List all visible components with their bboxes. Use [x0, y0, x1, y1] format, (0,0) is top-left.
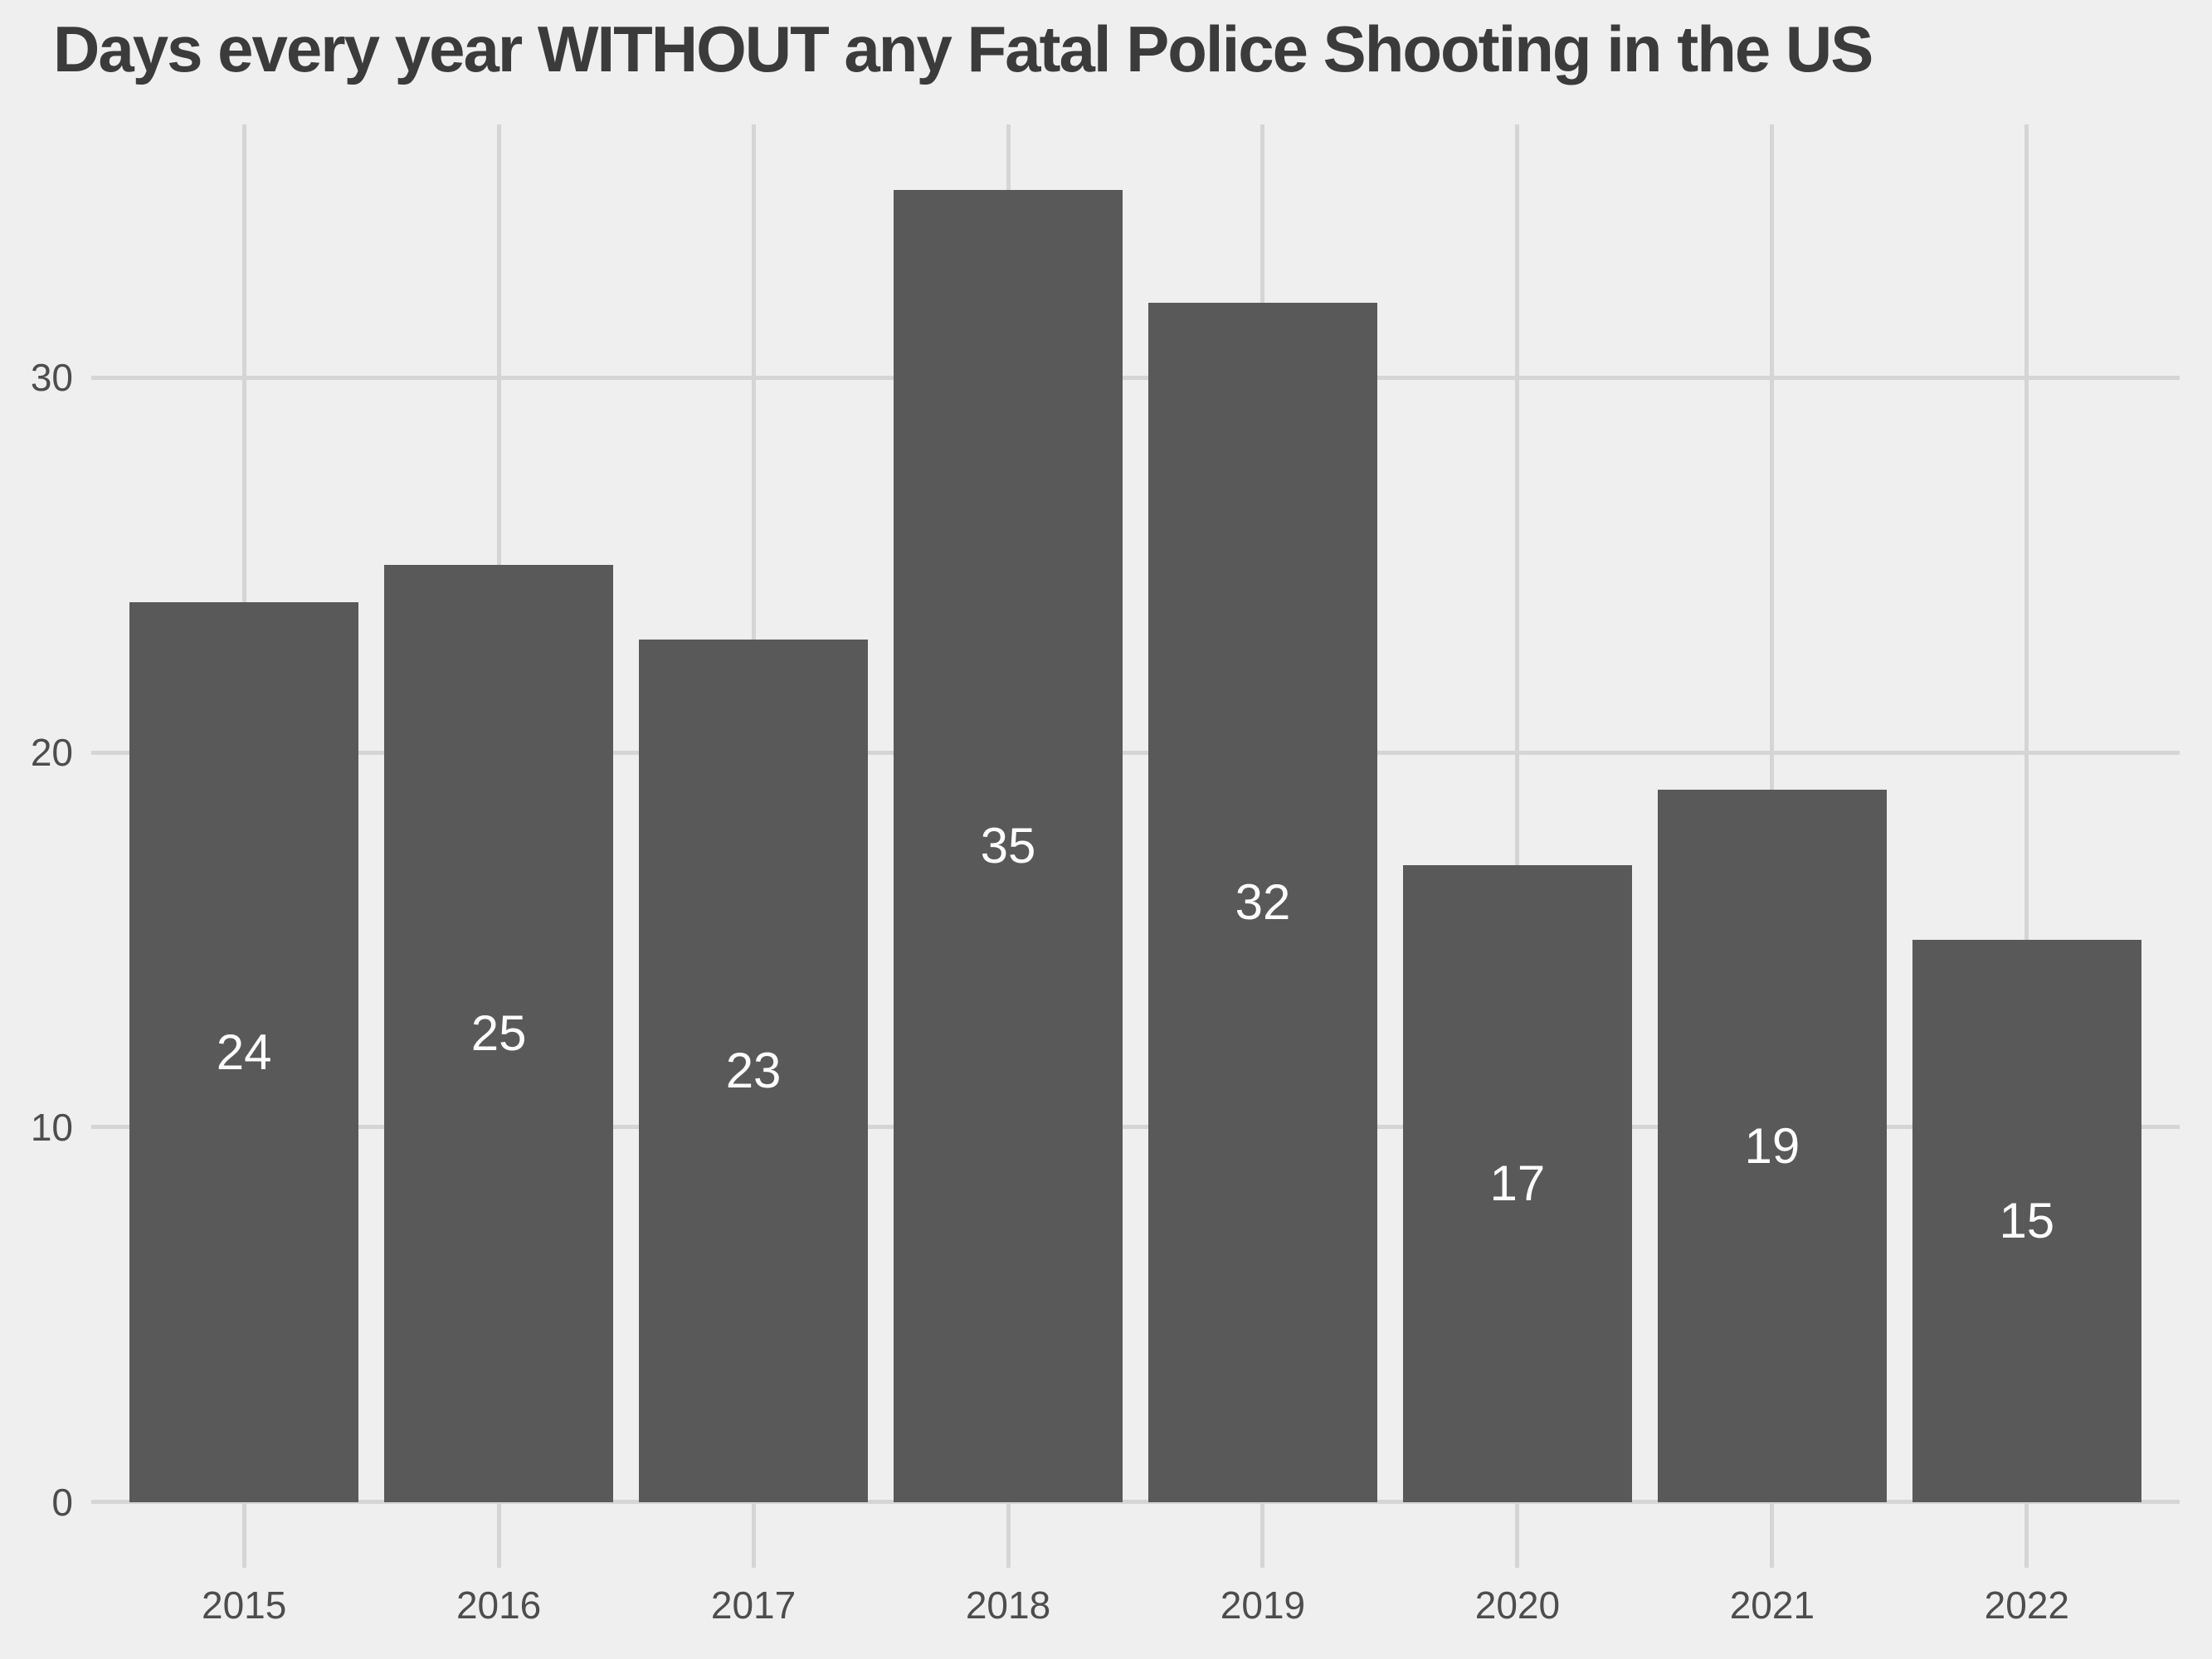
bar-2017: 23: [638, 640, 869, 1502]
chart-title: Days every year WITHOUT any Fatal Police…: [53, 12, 1873, 85]
x-tick-label-2021: 2021: [1729, 1584, 1815, 1627]
bar-value-label-2017: 23: [725, 1043, 782, 1099]
plot-panel: 24 25 23 35 32 17 19 15: [91, 124, 2180, 1568]
y-tick-label-0: 0: [51, 1480, 73, 1524]
bar-2020: 17: [1402, 864, 1633, 1502]
x-tick-label-2016: 2016: [456, 1584, 542, 1627]
bar-value-label-2016: 25: [470, 1005, 527, 1061]
bar-value-label-2020: 17: [1489, 1155, 1546, 1211]
y-tick-label-30: 30: [30, 356, 73, 400]
v-gridline-2022: [2024, 124, 2029, 1568]
v-gridline-2020: [1515, 124, 1520, 1568]
x-tick-label-2022: 2022: [1984, 1584, 2069, 1627]
bar-2022: 15: [1912, 940, 2141, 1502]
h-gridline-10: [91, 1125, 2180, 1130]
h-gridline-20: [91, 750, 2180, 755]
bar-2021: 19: [1657, 790, 1887, 1502]
bar-value-label-2015: 24: [216, 1024, 272, 1080]
bar-2018: 35: [893, 190, 1123, 1502]
x-tick-label-2018: 2018: [965, 1584, 1051, 1627]
y-tick-label-20: 20: [30, 731, 73, 774]
bar-value-label-2018: 35: [980, 818, 1036, 874]
bar-value-label-2019: 32: [1235, 873, 1291, 930]
h-gridline-30: [91, 375, 2180, 380]
x-tick-label-2017: 2017: [710, 1584, 797, 1627]
bar-2015: 24: [129, 602, 359, 1502]
bar-2016: 25: [383, 565, 614, 1502]
x-tick-label-2019: 2019: [1220, 1584, 1306, 1627]
bar-2019: 32: [1147, 302, 1378, 1502]
h-gridline-0: [91, 1500, 2180, 1505]
y-tick-label-10: 10: [30, 1105, 73, 1149]
x-tick-label-2015: 2015: [201, 1584, 287, 1627]
x-tick-label-2020: 2020: [1474, 1584, 1561, 1627]
bar-value-label-2021: 19: [1744, 1117, 1800, 1174]
bar-value-label-2022: 15: [1999, 1192, 2055, 1248]
